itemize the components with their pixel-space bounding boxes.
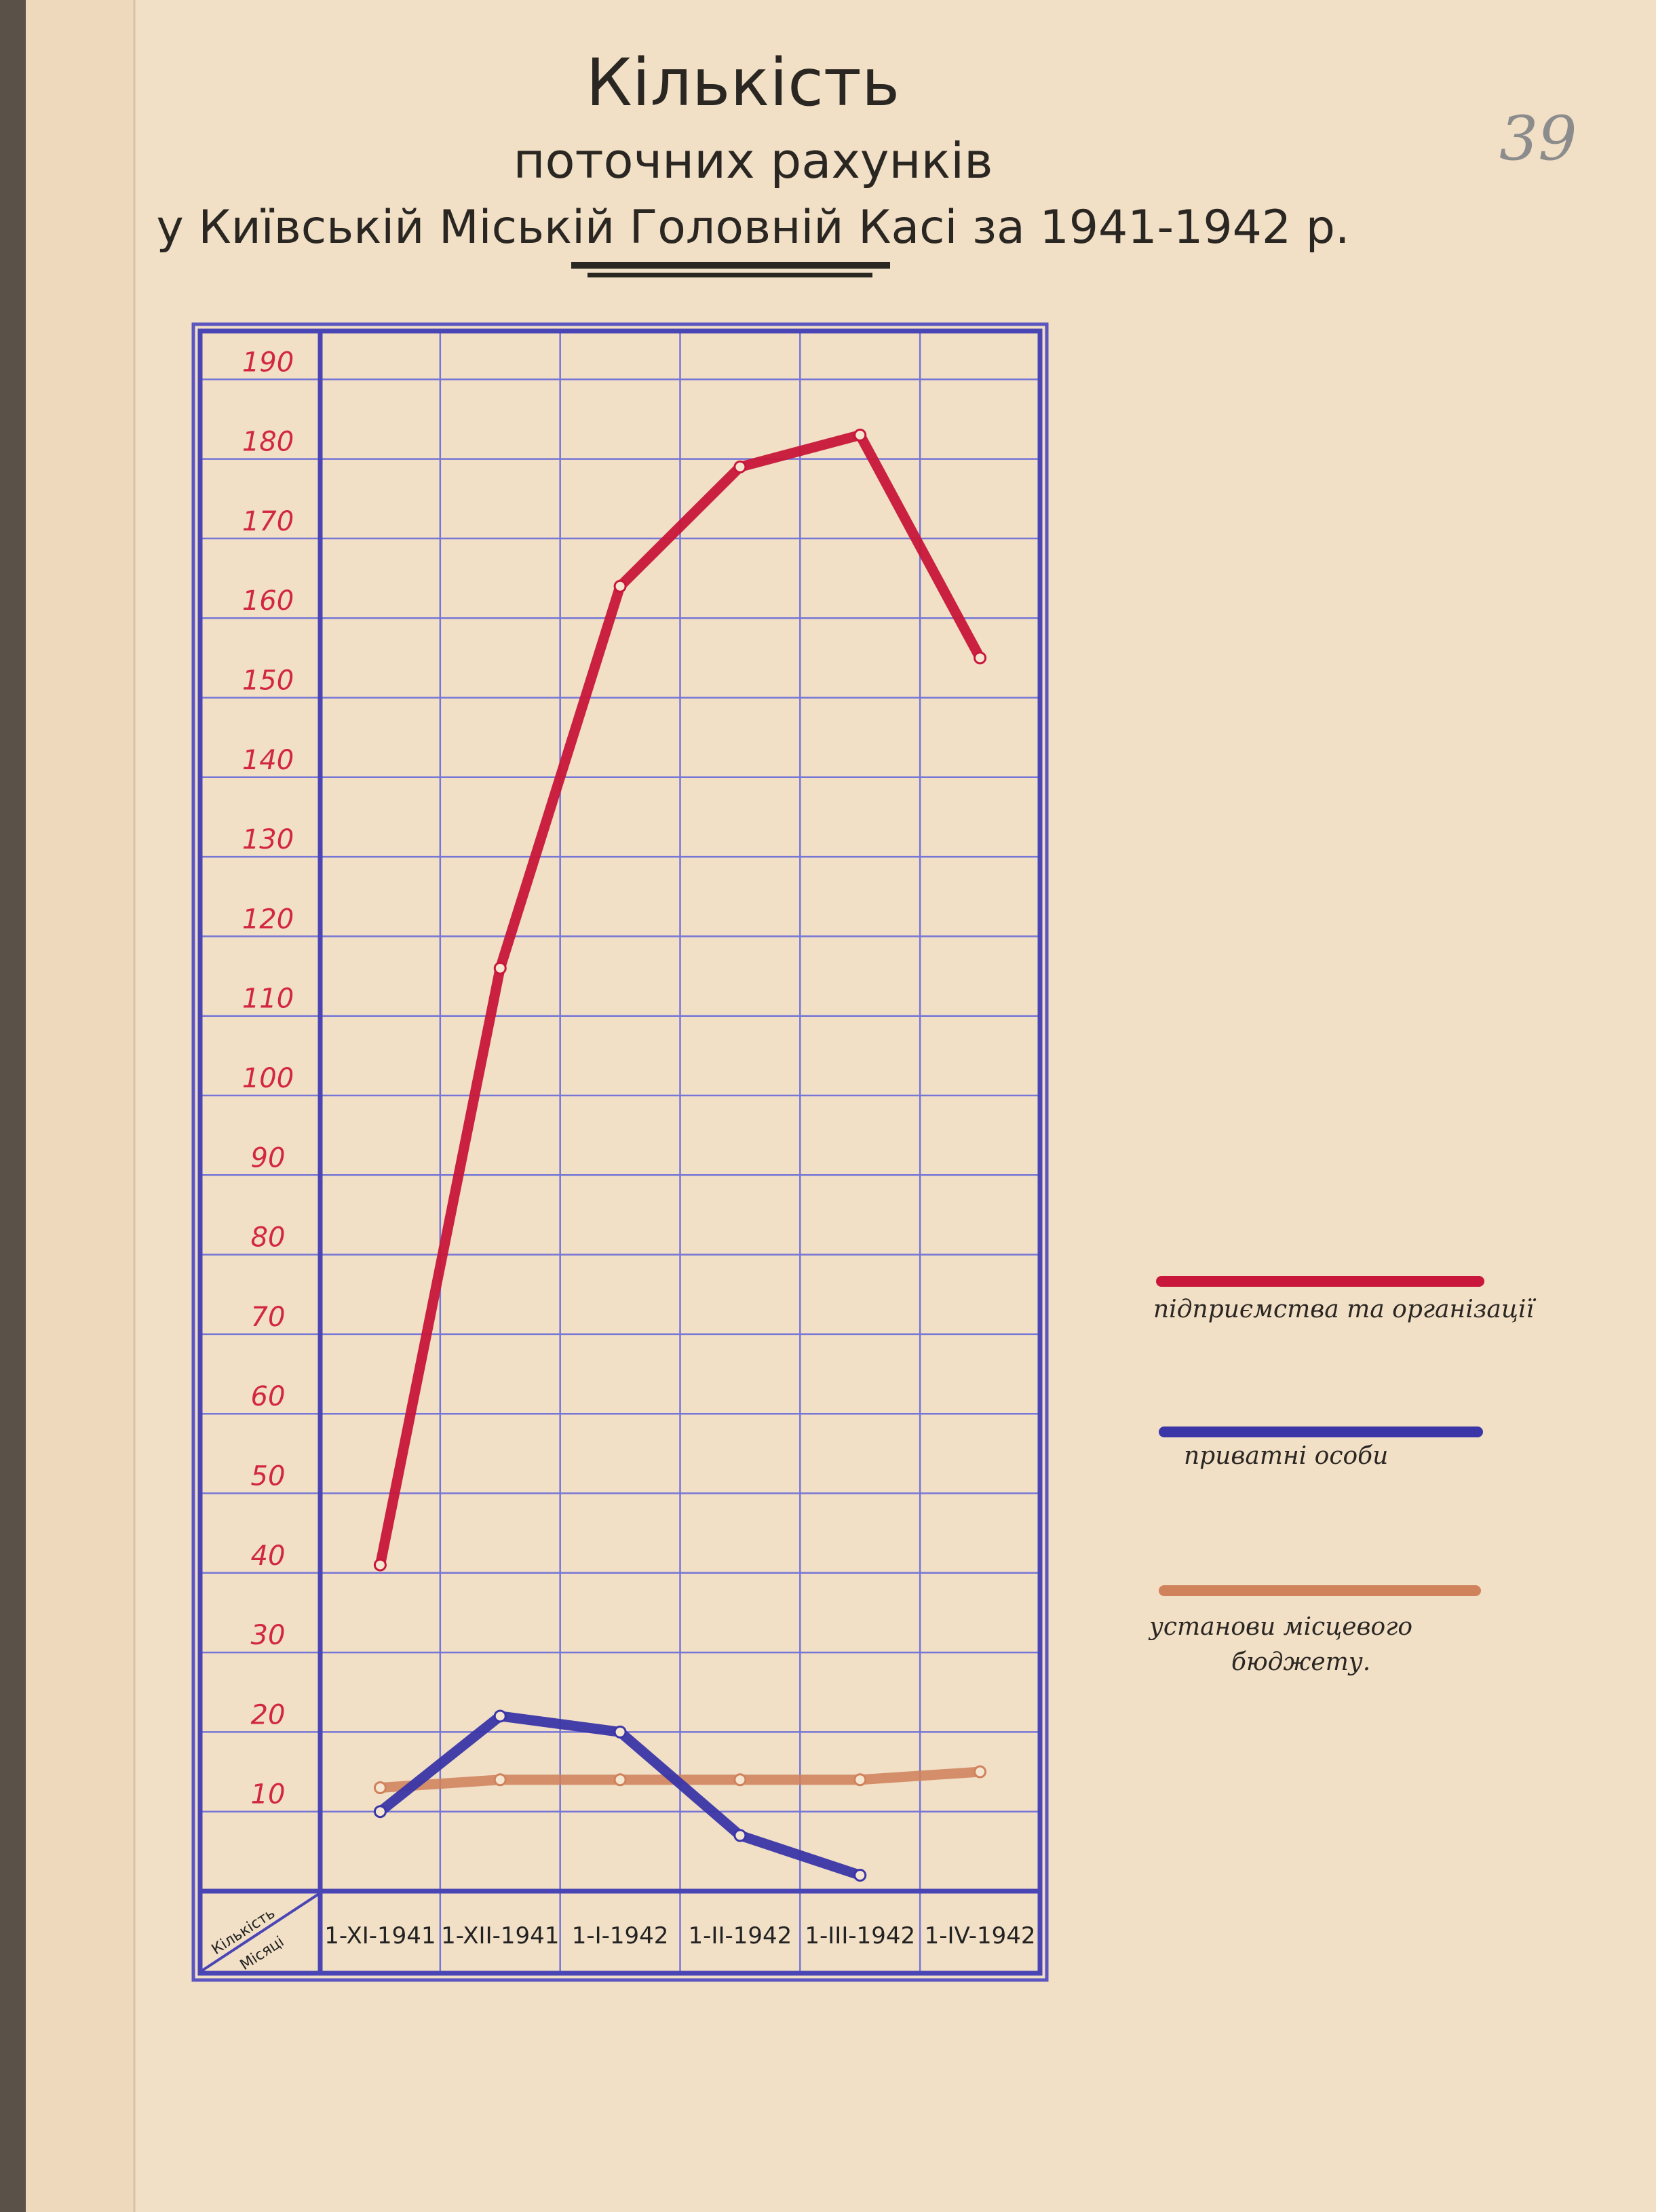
data-point [853, 428, 867, 442]
y-tick-label: 120 [242, 904, 294, 935]
title-line-2: поточних рахунків [513, 132, 993, 189]
y-tick-label: 80 [251, 1222, 286, 1254]
y-tick-label: 10 [251, 1779, 286, 1810]
y-tick-label: 60 [251, 1381, 286, 1412]
y-tick-label: 130 [242, 824, 294, 855]
page-fold [26, 0, 134, 2212]
x-tick-label: 1-XII-1941 [441, 1922, 559, 1949]
series-segment [374, 963, 505, 1570]
legend-label-local-budget-line2: бюджету. [1231, 1648, 1370, 1676]
y-tick-label: 160 [242, 585, 294, 617]
series-segment [735, 429, 866, 472]
series-segment [495, 581, 625, 973]
data-point [613, 1725, 627, 1739]
data-point [853, 1869, 867, 1882]
x-tick-label: 1-II-1942 [689, 1922, 792, 1949]
data-point [373, 1805, 387, 1819]
series-0 [373, 428, 987, 1572]
y-tick-label: 190 [242, 347, 294, 378]
x-tick-label: 1-III-1942 [805, 1922, 915, 1949]
data-point [493, 1709, 507, 1723]
data-point [974, 1765, 987, 1779]
y-tick-label: 40 [251, 1540, 286, 1572]
series-segment [374, 1774, 505, 1793]
series-lines [373, 428, 987, 1882]
data-point [613, 1773, 627, 1787]
y-tick-label: 140 [242, 745, 294, 776]
data-point [733, 1829, 747, 1842]
page-number: 39 [1499, 103, 1577, 174]
scan-edge [0, 0, 26, 2212]
chart-frame [191, 322, 1049, 1982]
y-tick-labels: 10 20 30 40 50 60 70 80 90 100 110 120 130 140 150 160 1… [242, 347, 294, 1810]
y-tick-label: 50 [251, 1461, 286, 1492]
title-underline-1 [571, 262, 890, 269]
x-tick-label: 1-XI-1941 [324, 1922, 436, 1949]
y-tick-label: 90 [251, 1142, 286, 1173]
series-1 [373, 1709, 867, 1882]
data-point [493, 1773, 507, 1787]
y-tick-label: 110 [242, 984, 294, 1015]
y-tick-label: 70 [251, 1302, 286, 1333]
series-segment [855, 429, 986, 663]
x-tick-label: 1-IV-1942 [925, 1922, 1036, 1949]
data-point [974, 651, 987, 665]
title-line-3: у Київській Міській Головній Касі за 194… [156, 201, 1349, 254]
y-tick-label: 30 [251, 1620, 286, 1651]
y-tick-label: 150 [242, 665, 294, 697]
y-tick-label: 20 [251, 1699, 286, 1730]
data-point [853, 1773, 867, 1787]
series-segment [495, 1711, 625, 1737]
y-tick-label: 180 [242, 427, 294, 458]
data-point [613, 579, 627, 593]
series-segment [615, 1726, 746, 1841]
title-line-1: Кількість [586, 45, 900, 121]
series-segment [735, 1830, 866, 1881]
x-tick-label: 1-I-1942 [572, 1922, 669, 1949]
data-point [493, 961, 507, 975]
y-tick-label: 100 [242, 1063, 294, 1094]
legend-label-private: приватні особи [1184, 1442, 1388, 1470]
legend: підприємства та організації приватні осо… [1148, 1276, 1536, 1676]
series-segment [855, 1766, 986, 1785]
series-segment [615, 461, 746, 591]
series-segment [374, 1711, 505, 1817]
x-tick-labels: 1-XI-1941 1-XII-1941 1-I-1942 1-II-1942 1-II… [324, 1922, 1035, 1949]
corner-diagonal [201, 1893, 320, 1972]
grid [201, 332, 1040, 1973]
legend-label-enterprises: підприємства та організації [1153, 1296, 1536, 1323]
y-tick-label: 170 [242, 506, 294, 537]
data-point [373, 1781, 387, 1795]
data-point [373, 1558, 387, 1572]
data-point [733, 460, 747, 473]
legend-label-local-budget: установи місцевого [1148, 1613, 1412, 1641]
data-point [733, 1773, 747, 1787]
title-underline-2 [588, 273, 872, 277]
